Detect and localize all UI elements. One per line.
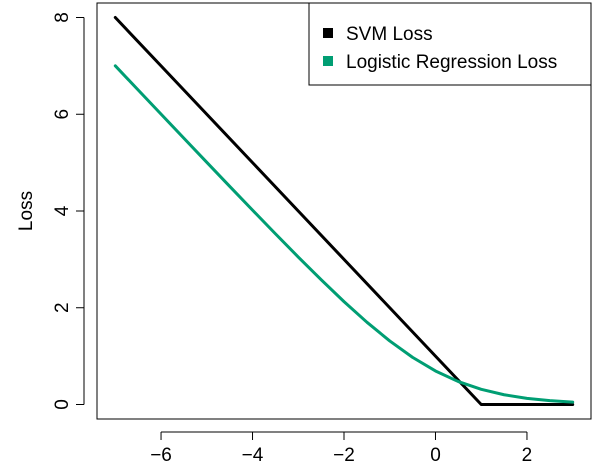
legend-label-logistic: Logistic Regression Loss	[346, 52, 557, 73]
y-tick-label: 4	[52, 205, 73, 216]
y-axis: 0 2 4 6 8	[52, 12, 85, 410]
x-tick-label: 2	[522, 445, 533, 466]
y-tick-label: 2	[52, 302, 73, 313]
x-tick-label: −2	[333, 445, 355, 466]
legend-swatch-svm	[323, 28, 333, 38]
x-tick-label: −6	[150, 445, 172, 466]
series-line-0	[113, 16, 575, 406]
legend-box	[308, 2, 592, 86]
x-tick-label: 0	[430, 445, 441, 466]
legend-swatch-logistic	[323, 56, 333, 66]
y-tick-label: 8	[52, 12, 73, 23]
legend: SVM Loss Logistic Regression Loss	[308, 2, 592, 86]
legend-label-svm: SVM Loss	[346, 24, 433, 45]
y-axis-label: Loss	[16, 191, 37, 231]
series-line-1	[113, 64, 575, 404]
y-tick-label: 0	[52, 399, 73, 410]
y-tick-label: 6	[52, 109, 73, 120]
x-tick-label: −4	[242, 445, 264, 466]
x-axis: −6 −4 −2 0 2	[150, 431, 533, 466]
series-layer	[113, 16, 575, 406]
